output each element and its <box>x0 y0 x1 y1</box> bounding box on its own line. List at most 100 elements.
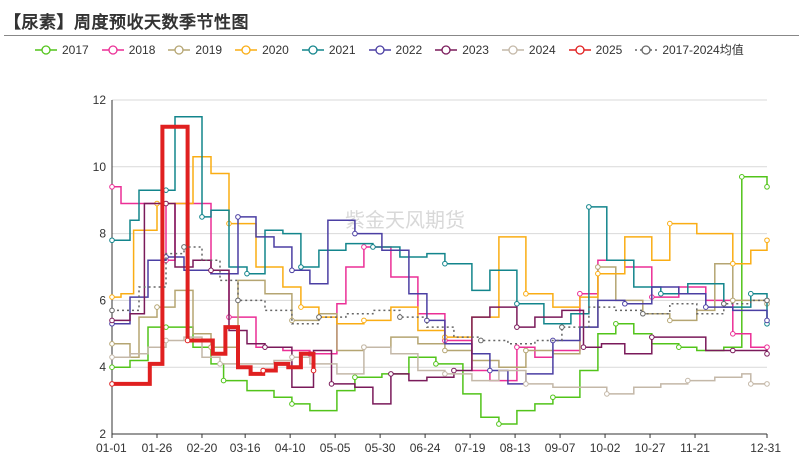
data-point <box>595 264 601 270</box>
data-point <box>739 174 745 180</box>
legend-label: 2025 <box>595 42 623 57</box>
legend-item[interactable]: 2025 <box>568 42 623 57</box>
legend-swatch-icon <box>501 44 524 55</box>
legend-item[interactable]: 2021 <box>301 43 356 57</box>
legend-item[interactable]: 2024 <box>501 43 556 57</box>
data-point <box>109 237 115 244</box>
data-point <box>730 347 736 354</box>
watermark: 紫金天风期货 <box>345 208 465 232</box>
y-tick-label: 8 <box>99 227 106 241</box>
legend-label: 2018 <box>128 42 156 57</box>
series-line-2024 <box>112 336 767 395</box>
data-point <box>361 344 367 350</box>
x-tick-label: 01-01 <box>96 441 127 455</box>
y-tick-label: 10 <box>93 160 107 174</box>
x-tick-label: 04-10 <box>275 441 306 455</box>
y-tick-label: 2 <box>99 427 106 441</box>
data-point <box>523 290 529 297</box>
data-point <box>604 391 610 397</box>
data-point <box>298 304 304 310</box>
data-point <box>244 270 250 277</box>
legend-item[interactable]: 2020 <box>234 43 289 57</box>
data-point <box>328 381 335 387</box>
data-point <box>109 364 115 371</box>
data-point <box>289 267 295 274</box>
x-tick-label: 06-24 <box>410 441 441 455</box>
legend-label: 2021 <box>328 42 356 57</box>
y-tick-label: 12 <box>93 93 107 107</box>
chart-title: 【尿素】周度预收天数季节性图 <box>4 13 249 33</box>
data-point <box>181 244 187 250</box>
data-point <box>649 334 655 340</box>
x-tick-label: 05-30 <box>365 441 396 455</box>
legend-swatch-icon <box>435 44 458 55</box>
legend-swatch-icon <box>168 44 191 55</box>
series-line-2020 <box>112 156 768 338</box>
legend-label: 2020 <box>262 42 289 57</box>
data-point <box>442 371 448 377</box>
data-point <box>109 184 115 190</box>
data-point <box>622 300 628 307</box>
data-point <box>184 337 191 344</box>
legend-item[interactable]: 2023 <box>434 43 489 57</box>
data-point <box>109 341 115 347</box>
x-tick-label: 12-31 <box>750 441 781 455</box>
data-point <box>235 214 241 220</box>
legend-label: 2017 <box>62 42 89 57</box>
data-point <box>721 300 727 307</box>
data-point <box>487 367 493 374</box>
data-point <box>514 344 520 350</box>
legend-item[interactable]: 2017 <box>34 43 89 57</box>
data-point <box>451 367 457 374</box>
data-point <box>730 331 736 337</box>
data-point <box>748 290 754 297</box>
data-point <box>262 344 268 350</box>
legend-swatch-icon <box>301 44 324 55</box>
x-tick-label: 08-13 <box>500 441 531 455</box>
data-point <box>586 204 592 210</box>
data-point <box>613 320 619 327</box>
data-point <box>370 244 376 250</box>
data-point <box>298 264 304 270</box>
legend-item[interactable]: 2019 <box>167 43 222 57</box>
legend-swatch-icon <box>35 44 57 55</box>
data-point <box>352 374 358 381</box>
data-point <box>316 314 322 320</box>
data-point <box>260 367 266 374</box>
data-point <box>514 324 520 330</box>
title-divider <box>4 35 799 36</box>
data-point <box>523 347 529 354</box>
x-tick-label: 09-07 <box>545 441 576 455</box>
data-point <box>388 371 394 377</box>
data-point <box>235 297 241 304</box>
data-point <box>658 290 664 297</box>
data-point <box>442 347 448 354</box>
data-point <box>220 377 227 384</box>
legend-swatch-icon <box>368 44 391 55</box>
x-tick-label: 07-19 <box>455 441 486 455</box>
data-point <box>764 381 770 387</box>
data-point <box>667 220 673 227</box>
data-point <box>764 237 770 244</box>
data-point <box>764 184 770 190</box>
legend-item[interactable]: 2017-2024均值 <box>634 41 744 58</box>
x-tick-label: 01-26 <box>142 441 173 455</box>
data-point <box>154 304 160 310</box>
data-point <box>217 361 223 367</box>
data-point <box>595 270 601 277</box>
data-point <box>310 367 317 374</box>
legend-label: 2023 <box>462 42 489 57</box>
data-point <box>109 354 115 360</box>
data-point <box>559 324 565 330</box>
data-point <box>764 351 770 357</box>
data-point <box>109 317 115 324</box>
data-point <box>764 317 770 324</box>
x-tick-label: 10-02 <box>590 441 621 455</box>
legend-item[interactable]: 2018 <box>101 42 156 57</box>
legend-item[interactable]: 2022 <box>368 43 422 57</box>
data-point <box>352 230 358 237</box>
data-point <box>764 297 770 304</box>
data-point <box>433 361 439 367</box>
data-point <box>361 317 367 324</box>
legend-swatch-icon <box>101 44 124 55</box>
